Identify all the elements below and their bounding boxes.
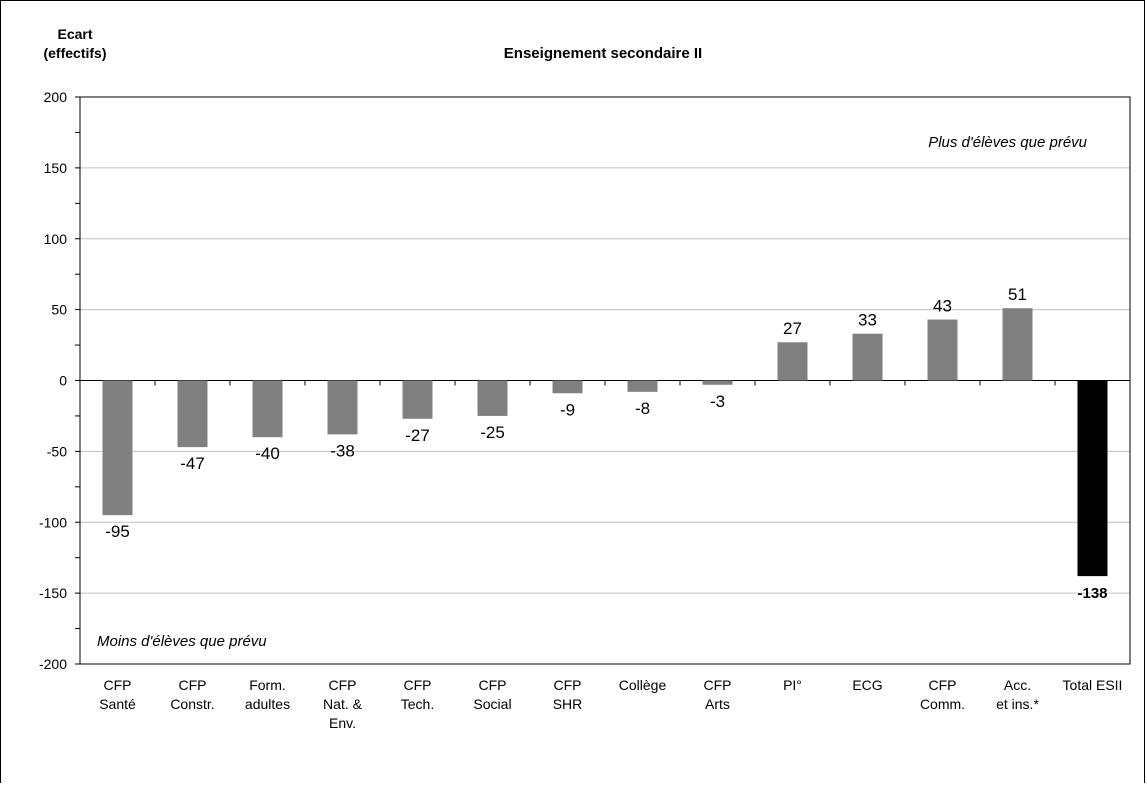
x-tick-label: Total ESII (1063, 677, 1123, 693)
data-label: 33 (858, 311, 877, 330)
data-label: -138 (1077, 585, 1107, 602)
x-tick-label: Comm. (920, 696, 965, 712)
data-label: -25 (480, 423, 505, 442)
data-label: 51 (1008, 285, 1027, 304)
x-tick-label: SHR (553, 696, 583, 712)
x-tick-label: CFP (404, 677, 432, 693)
x-tick-label: Tech. (401, 696, 434, 712)
bar (552, 380, 583, 394)
y-tick-label: 150 (44, 160, 68, 176)
bar (177, 380, 208, 448)
chart-title: Enseignement secondaire II (504, 45, 702, 62)
y-tick-label: -50 (47, 443, 67, 459)
bar (102, 380, 133, 516)
x-tick-label: CFP (479, 677, 507, 693)
data-label: -95 (105, 522, 130, 541)
data-label: -3 (710, 392, 725, 411)
x-tick-label: CFP (104, 677, 132, 693)
annotation-more-students: Plus d'élèves que prévu (928, 134, 1087, 151)
bar (252, 380, 283, 438)
axes (75, 96, 1131, 665)
data-label: 43 (933, 297, 952, 316)
y-tick-label: 200 (44, 89, 68, 105)
x-tick-label: et ins.* (996, 696, 1039, 712)
y-tick-label: -100 (39, 514, 67, 530)
bars (102, 308, 1108, 577)
data-label: -38 (330, 441, 355, 460)
x-tick-label: Social (473, 696, 511, 712)
x-tick-label: Arts (705, 696, 730, 712)
x-tick-label: Acc. (1004, 677, 1031, 693)
gridlines (80, 96, 1130, 594)
x-tick-label: CFP (179, 677, 207, 693)
x-tick-label: PI° (783, 677, 802, 693)
bar (1002, 308, 1033, 381)
x-tick-label: Constr. (170, 696, 214, 712)
x-tick-label: CFP (554, 677, 582, 693)
bar (627, 380, 658, 392)
bar (927, 319, 958, 381)
data-label: -9 (560, 400, 575, 419)
x-tick-labels: CFP Santé CFP Constr. Form. adultes CFP Nat. & E… (99, 677, 1122, 731)
x-tick-label: adultes (245, 696, 290, 712)
x-tick-label: Env. (329, 715, 356, 731)
data-label: -27 (405, 426, 430, 445)
x-tick-label: Santé (99, 696, 136, 712)
x-tick-label: ECG (852, 677, 882, 693)
y-tick-label: -150 (39, 585, 67, 601)
y-axis-label-unit: (effectifs) (43, 45, 106, 61)
bar (402, 380, 433, 419)
x-tick-label: CFP (329, 677, 357, 693)
x-tick-label: Nat. & (323, 696, 363, 712)
bar (852, 333, 883, 381)
y-axis-label: Ecart (57, 26, 92, 42)
y-tick-label: -200 (39, 656, 67, 672)
data-labels: -95 -47 -40 -38 -27 -25 -9 -8 -3 27 33 43 51 -138 (105, 285, 1107, 602)
y-tick-label: 100 (44, 231, 68, 247)
x-tick-label: Collège (619, 677, 667, 693)
bar-total (1077, 380, 1108, 577)
x-tick-label: CFP (929, 677, 957, 693)
data-label: -40 (255, 444, 280, 463)
y-tick-label: 0 (59, 373, 67, 389)
annotation-fewer-students: Moins d'élèves que prévu (97, 633, 267, 650)
data-label: 27 (783, 319, 802, 338)
y-tick-labels: 200 150 100 50 0 -50 -100 -150 -200 (39, 89, 67, 672)
data-label: -47 (180, 454, 205, 473)
bar (327, 380, 358, 435)
x-tick-label: CFP (704, 677, 732, 693)
y-tick-label: 50 (51, 302, 67, 318)
x-tick-label: Form. (249, 677, 286, 693)
bar (477, 380, 508, 416)
bar (702, 380, 733, 385)
bar (777, 342, 808, 381)
data-label: -8 (635, 399, 650, 418)
